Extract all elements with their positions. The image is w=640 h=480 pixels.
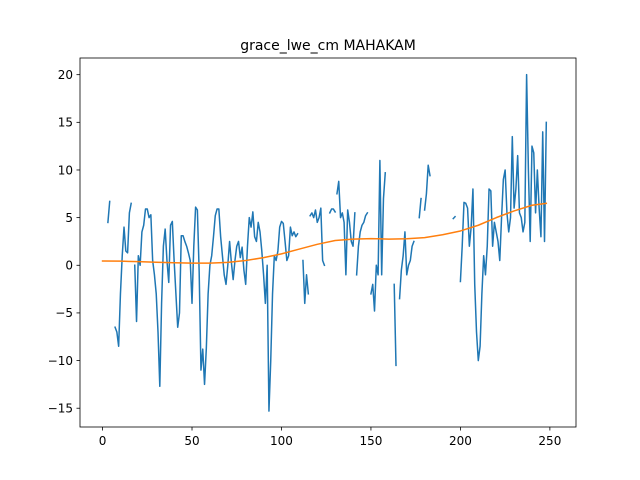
series-0-line-segment (423, 164, 431, 211)
x-tick-label: 250 (538, 434, 561, 448)
series-0-line-segment (459, 73, 548, 362)
series-0-line-segment (302, 259, 310, 305)
y-tick-label: −5 (55, 306, 73, 320)
y-tick-label: 10 (58, 163, 73, 177)
series-0-line-segment (336, 180, 356, 276)
axis-ticks: 0 50 100 150 200 250 −15 −10 −5 0 5 10 15 20 (48, 68, 562, 448)
series-0-line-segment (393, 283, 397, 367)
x-tick-label: 50 (184, 434, 199, 448)
y-tick-label: −10 (48, 354, 73, 368)
series-0-line-segment (328, 208, 337, 214)
y-tick-label: −15 (48, 402, 73, 416)
chart-title: grace_lwe_cm MAHAKAM (240, 38, 416, 54)
series-0-line-segment (370, 159, 387, 312)
y-tick-label: 0 (65, 259, 73, 273)
series-1-line-segment (101, 202, 548, 264)
x-tick-label: 0 (99, 434, 107, 448)
series-0-line-segment (114, 202, 133, 348)
series-0-line-segment (418, 197, 422, 219)
series-0-line-segment (355, 211, 369, 276)
x-tick-label: 200 (449, 434, 472, 448)
y-tick-label: 20 (58, 68, 73, 82)
series-0-line-segment (452, 215, 457, 220)
series-0 (107, 73, 548, 412)
y-tick-label: 5 (65, 211, 73, 225)
y-tick-label: 15 (58, 116, 73, 130)
series-0-line-segment (133, 206, 299, 412)
series-1 (101, 202, 548, 264)
series-0-line-segment (398, 231, 415, 300)
x-tick-label: 100 (270, 434, 293, 448)
series-0-line-segment (107, 200, 111, 224)
axes-frame (79, 57, 577, 428)
x-tick-label: 150 (359, 434, 382, 448)
plot-area (101, 73, 548, 412)
